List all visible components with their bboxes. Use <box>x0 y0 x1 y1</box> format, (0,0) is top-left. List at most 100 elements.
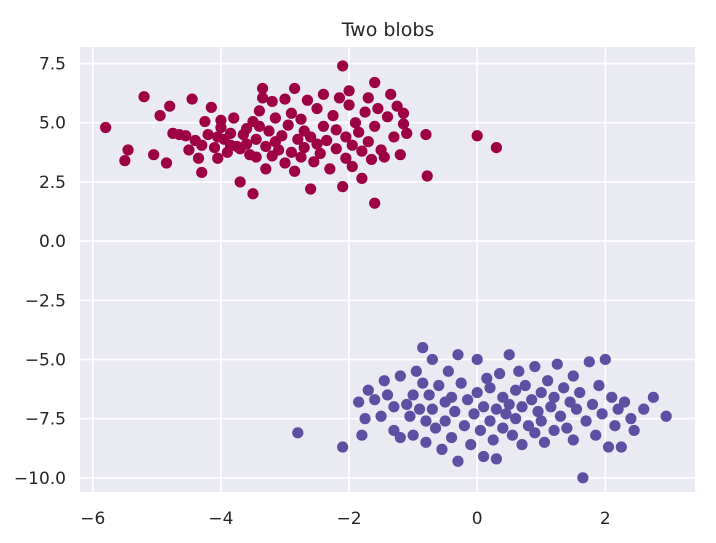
data-point <box>567 434 579 446</box>
data-point <box>426 353 438 366</box>
data-point <box>385 88 397 100</box>
data-point <box>535 386 547 399</box>
data-point <box>272 144 285 156</box>
data-point <box>490 141 503 154</box>
data-point <box>369 120 381 132</box>
data-point <box>570 403 583 415</box>
data-point <box>324 163 336 175</box>
data-point <box>401 127 413 139</box>
data-point <box>196 166 208 179</box>
data-point <box>516 401 528 413</box>
data-point <box>285 107 298 119</box>
data-point <box>250 151 262 163</box>
data-point <box>253 105 265 117</box>
data-point <box>526 394 538 406</box>
data-point <box>484 382 496 394</box>
data-point <box>333 92 346 104</box>
y-tick-label: −2.5 <box>25 291 66 311</box>
data-point <box>471 130 483 142</box>
data-point <box>465 439 477 451</box>
data-point <box>378 151 390 163</box>
data-point <box>314 147 326 160</box>
data-point <box>100 121 112 134</box>
data-point <box>471 386 483 399</box>
data-point <box>394 149 406 161</box>
data-point <box>228 112 240 124</box>
data-point <box>420 415 432 427</box>
data-point <box>202 128 214 141</box>
x-tick-label: −4 <box>208 509 233 529</box>
data-point <box>298 141 310 154</box>
data-point <box>490 403 503 415</box>
data-point <box>154 110 166 122</box>
data-point <box>282 119 294 131</box>
data-point <box>180 130 192 142</box>
data-point <box>535 415 547 427</box>
y-tick-label: −10.0 <box>14 469 66 489</box>
data-point <box>468 408 480 420</box>
data-point <box>369 76 381 89</box>
data-point <box>301 94 314 106</box>
data-point <box>497 391 509 403</box>
data-point <box>503 398 515 411</box>
data-point <box>474 424 486 437</box>
data-point <box>311 102 323 115</box>
data-point <box>647 391 659 403</box>
data-point <box>340 152 352 164</box>
data-point <box>532 405 544 418</box>
data-point <box>583 356 595 368</box>
data-point <box>327 110 339 122</box>
data-point <box>638 403 650 415</box>
data-point <box>279 93 291 105</box>
data-point <box>510 413 522 425</box>
data-point <box>487 434 499 446</box>
data-point <box>506 429 519 441</box>
data-point <box>500 408 512 420</box>
data-point <box>240 138 253 150</box>
data-point <box>586 398 599 411</box>
data-point <box>404 410 416 422</box>
data-point <box>602 441 615 453</box>
data-point <box>356 145 368 157</box>
data-point <box>305 131 317 143</box>
data-point <box>240 123 253 135</box>
data-point <box>369 394 381 406</box>
data-point <box>183 144 195 156</box>
data-point <box>353 126 365 138</box>
data-point <box>362 384 374 396</box>
data-point <box>359 413 371 425</box>
data-point <box>413 403 426 415</box>
data-point <box>529 427 541 439</box>
data-point <box>417 377 429 389</box>
data-point <box>577 472 589 484</box>
data-point <box>295 151 307 163</box>
y-tick-label: 7.5 <box>39 55 66 75</box>
data-point <box>353 396 365 408</box>
y-tick-label: −5.0 <box>25 350 66 370</box>
data-point <box>260 140 272 153</box>
x-tick-label: 0 <box>472 509 483 529</box>
data-point <box>192 152 205 164</box>
data-point <box>292 133 304 145</box>
data-point <box>423 389 435 401</box>
data-point <box>372 102 384 115</box>
data-point <box>365 153 378 166</box>
data-point <box>503 349 515 361</box>
data-point <box>138 91 150 103</box>
data-point <box>590 429 602 441</box>
data-point <box>612 403 624 415</box>
data-point <box>420 128 432 141</box>
data-point <box>394 370 406 382</box>
data-point <box>289 165 301 177</box>
data-point <box>247 188 259 200</box>
data-point <box>362 92 374 104</box>
data-point <box>224 127 237 139</box>
data-point <box>407 389 419 401</box>
data-point <box>401 398 413 411</box>
data-point <box>471 353 483 366</box>
chart-title: Two blobs <box>341 19 435 41</box>
data-point <box>574 386 586 399</box>
data-point <box>481 372 493 384</box>
data-point <box>330 143 342 155</box>
